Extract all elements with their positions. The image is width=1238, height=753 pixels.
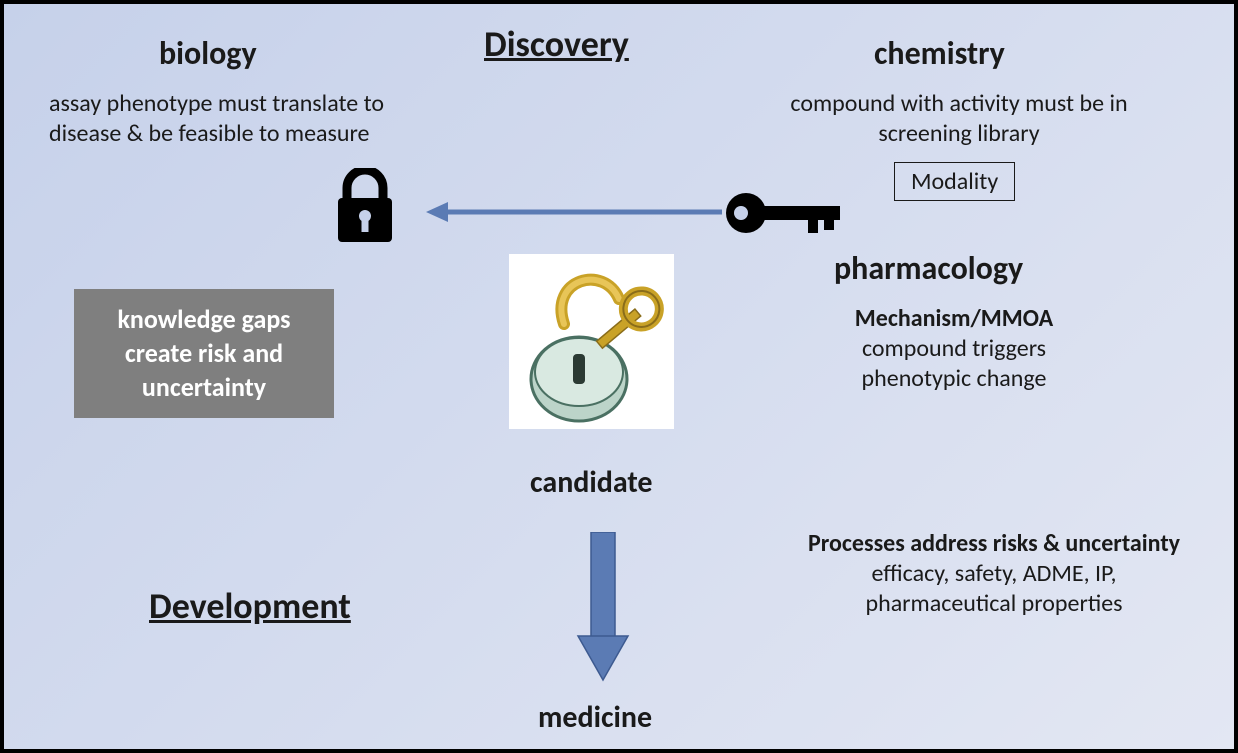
arrow-vertical-icon — [576, 532, 630, 687]
box-knowledge-gaps: knowledge gaps create risk and uncertain… — [74, 289, 334, 418]
text-processes-line1: Processes address risks & uncertainty — [794, 529, 1194, 559]
gray-box-line3: uncertainty — [94, 371, 314, 405]
unlock-image — [509, 254, 674, 429]
text-biology-body: assay phenotype must translate to diseas… — [49, 89, 449, 149]
title-development: Development — [149, 584, 351, 628]
label-candidate: candidate — [530, 464, 653, 501]
text-pharm-line2: compound triggers phenotypic change — [824, 334, 1084, 394]
arrow-horizontal-icon — [424, 197, 724, 232]
text-pharm-line1: Mechanism/MMOA — [824, 304, 1084, 334]
gray-box-line2: create risk and — [94, 337, 314, 371]
diagram-canvas: Discovery biology assay phenotype must t… — [0, 0, 1238, 753]
lock-icon — [334, 168, 396, 249]
text-chemistry-body: compound with activity must be in screen… — [779, 89, 1139, 149]
gray-box-line1: knowledge gaps — [94, 303, 314, 337]
heading-pharmacology: pharmacology — [834, 249, 1023, 288]
text-processes-line2: efficacy, safety, ADME, IP, pharmaceutic… — [794, 559, 1194, 619]
box-modality: Modality — [894, 162, 1015, 201]
label-medicine: medicine — [538, 699, 652, 736]
title-discovery: Discovery — [484, 22, 629, 66]
key-icon — [724, 189, 844, 242]
heading-chemistry: chemistry — [874, 34, 1005, 73]
heading-biology: biology — [159, 34, 257, 73]
